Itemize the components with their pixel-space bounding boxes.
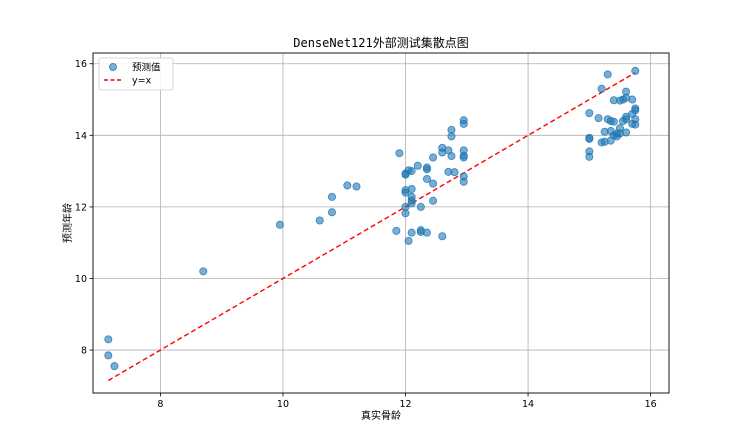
axis-ticks: 8 10 12 14 16 8 10 12 14 16 (75, 59, 657, 410)
scatter-point (429, 179, 438, 188)
scatter-point (603, 70, 612, 79)
scatter-point (609, 117, 618, 126)
scatter-point (416, 202, 425, 211)
scatter-point (459, 172, 468, 181)
scatter-point (422, 228, 431, 237)
x-tick-label: 16 (645, 399, 657, 410)
scatter-point (104, 351, 113, 360)
scatter-point (422, 163, 431, 172)
scatter-point (407, 192, 416, 201)
scatter-point (104, 335, 113, 344)
scatter-point (395, 149, 404, 158)
scatter-point (413, 161, 422, 170)
scatter-point (459, 116, 468, 125)
legend-box (98, 57, 174, 91)
reference-line-y-equals-x (107, 72, 636, 382)
chart-title: DenseNet121外部测试集散点图 (293, 35, 468, 50)
legend-label-predicted: 预测值 (132, 62, 161, 74)
scatter-point (447, 125, 456, 134)
y-axis-label: 预测年龄 (61, 203, 74, 243)
scatter-point (585, 109, 594, 118)
scatter-point (459, 146, 468, 155)
scatter-point (315, 216, 324, 225)
scatter-point (615, 124, 624, 133)
scatter-point (404, 236, 413, 245)
x-tick-label: 12 (399, 399, 411, 410)
scatter-points (104, 66, 640, 371)
scatter-point (199, 267, 208, 276)
scatter-point (392, 226, 401, 235)
x-axis-label: 真实骨龄 (361, 409, 401, 422)
scatter-point (594, 114, 603, 123)
x-tick-label: 8 (157, 399, 163, 410)
plot-frame (92, 52, 670, 394)
scatter-point (631, 66, 640, 75)
legend-marker-predicted (109, 63, 118, 72)
scatter-point (275, 220, 284, 229)
scatter-point (429, 196, 438, 205)
y-tick-label: 14 (75, 131, 87, 142)
y-tick-label: 12 (75, 202, 87, 213)
scatter-point (327, 208, 336, 217)
reference-line-layer (107, 72, 636, 382)
scatter-point (110, 362, 119, 371)
scatter-point (438, 232, 447, 241)
legend: 预测值 y=x (98, 57, 174, 91)
scatter-point (597, 84, 606, 93)
scatter-point (352, 182, 361, 191)
scatter-point (585, 147, 594, 156)
y-tick-label: 16 (75, 59, 87, 70)
y-tick-label: 8 (81, 346, 87, 357)
scatter-point (450, 168, 459, 177)
scatter-point (622, 87, 631, 96)
scatter-point (343, 181, 352, 190)
scatter-point (407, 184, 416, 193)
x-tick-label: 10 (277, 399, 289, 410)
scatter-point (585, 133, 594, 142)
grid-lines (93, 53, 669, 393)
scatter-point (401, 202, 410, 211)
scatter-point (407, 167, 416, 176)
scatter-point (628, 95, 637, 104)
scatter-point (422, 174, 431, 183)
scatter-point (407, 228, 416, 237)
scatter-point (631, 104, 640, 113)
legend-label-reference: y=x (132, 76, 152, 87)
x-tick-label: 14 (522, 399, 534, 410)
y-tick-label: 10 (75, 274, 87, 285)
scatter-point (631, 115, 640, 124)
scatter-point (327, 192, 336, 201)
scatter-point (429, 153, 438, 162)
scatter-point (447, 152, 456, 161)
scatter-point (622, 128, 631, 137)
